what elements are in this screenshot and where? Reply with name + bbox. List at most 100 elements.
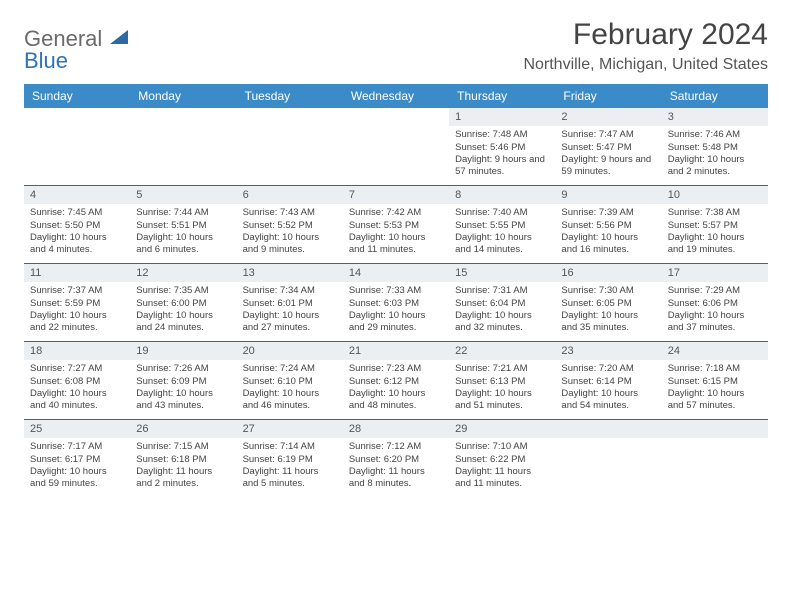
daylight-text: Daylight: 10 hours and 19 minutes. xyxy=(668,232,762,257)
day-number xyxy=(662,420,768,438)
sunset-text: Sunset: 5:47 PM xyxy=(561,142,655,154)
day-cell: 6 Sunrise: 7:43 AMSunset: 5:52 PMDaylight… xyxy=(237,186,343,263)
daylight-text: Daylight: 10 hours and 9 minutes. xyxy=(243,232,337,257)
brand-logo: General Blue xyxy=(24,18,132,72)
daylight-text: Daylight: 10 hours and 54 minutes. xyxy=(561,388,655,413)
day-cell: 8Sunrise: 7:40 AMSunset: 5:55 PMDaylight… xyxy=(449,186,555,263)
sunset-text: Sunset: 5:55 PM xyxy=(455,220,549,232)
day-number: 20 xyxy=(237,342,343,360)
sunrise-text: Sunrise: 7:12 AM xyxy=(349,441,443,453)
daylight-text: Daylight: 10 hours and 32 minutes. xyxy=(455,310,549,335)
daylight-text: Daylight: 10 hours and 6 minutes. xyxy=(136,232,230,257)
daylight-text: Daylight: 10 hours and 11 minutes. xyxy=(349,232,443,257)
sunrise-text: Sunrise: 7:37 AM xyxy=(30,285,124,297)
empty-cell xyxy=(343,108,449,185)
sunrise-text: Sunrise: 7:24 AM xyxy=(243,363,337,375)
day-cell: 3Sunrise: 7:46 AMSunset: 5:48 PMDaylight… xyxy=(662,108,768,185)
weekday-header: Saturday xyxy=(662,84,768,108)
day-cell: 10Sunrise: 7:38 AMSunset: 5:57 PMDayligh… xyxy=(662,186,768,263)
day-number: 27 xyxy=(237,420,343,438)
day-cell: 25Sunrise: 7:17 AMSunset: 6:17 PMDayligh… xyxy=(24,420,130,498)
day-number: 14 xyxy=(343,264,449,282)
sunrise-text: Sunrise: 7:38 AM xyxy=(668,207,762,219)
sunset-text: Sunset: 5:56 PM xyxy=(561,220,655,232)
day-number xyxy=(343,108,449,126)
sunrise-text: Sunrise: 7:26 AM xyxy=(136,363,230,375)
day-number: 4 xyxy=(24,186,130,204)
sunset-text: Sunset: 6:06 PM xyxy=(668,298,762,310)
daylight-text: Daylight: 11 hours and 11 minutes. xyxy=(455,466,549,491)
logo-text: General Blue xyxy=(24,26,132,72)
day-number: 16 xyxy=(555,264,661,282)
sunset-text: Sunset: 6:08 PM xyxy=(30,376,124,388)
empty-cell xyxy=(24,108,130,185)
sunset-text: Sunset: 6:18 PM xyxy=(136,454,230,466)
day-number: 25 xyxy=(24,420,130,438)
day-cell: 13Sunrise: 7:34 AMSunset: 6:01 PMDayligh… xyxy=(237,264,343,341)
daylight-text: Daylight: 10 hours and 16 minutes. xyxy=(561,232,655,257)
day-number: 13 xyxy=(237,264,343,282)
sunset-text: Sunset: 5:48 PM xyxy=(668,142,762,154)
sunrise-text: Sunrise: 7:20 AM xyxy=(561,363,655,375)
empty-cell xyxy=(237,108,343,185)
day-cell: 9 Sunrise: 7:39 AMSunset: 5:56 PMDaylight… xyxy=(555,186,661,263)
sunrise-text: Sunrise: 7:14 AM xyxy=(243,441,337,453)
daylight-text: Daylight: 10 hours and 57 minutes. xyxy=(668,388,762,413)
sunset-text: Sunset: 5:53 PM xyxy=(349,220,443,232)
day-cell: 23Sunrise: 7:20 AMSunset: 6:14 PMDayligh… xyxy=(555,342,661,419)
weekday-header: Tuesday xyxy=(237,84,343,108)
weekday-header: Thursday xyxy=(449,84,555,108)
sunrise-text: Sunrise: 7:42 AM xyxy=(349,207,443,219)
day-number: 19 xyxy=(130,342,236,360)
sunset-text: Sunset: 5:51 PM xyxy=(136,220,230,232)
week-row: 11Sunrise: 7:37 AMSunset: 5:59 PMDayligh… xyxy=(24,264,768,342)
sunset-text: Sunset: 6:17 PM xyxy=(30,454,124,466)
daylight-text: Daylight: 11 hours and 2 minutes. xyxy=(136,466,230,491)
calendar-page: General Blue February 2024 Northville, M… xyxy=(0,0,792,508)
sunrise-text: Sunrise: 7:47 AM xyxy=(561,129,655,141)
daylight-text: Daylight: 10 hours and 29 minutes. xyxy=(349,310,443,335)
day-cell: 15Sunrise: 7:31 AMSunset: 6:04 PMDayligh… xyxy=(449,264,555,341)
day-cell: 16Sunrise: 7:30 AMSunset: 6:05 PMDayligh… xyxy=(555,264,661,341)
sunrise-text: Sunrise: 7:23 AM xyxy=(349,363,443,375)
sunrise-text: Sunrise: 7:30 AM xyxy=(561,285,655,297)
sunrise-text: Sunrise: 7:44 AM xyxy=(136,207,230,219)
sunset-text: Sunset: 6:13 PM xyxy=(455,376,549,388)
weekday-header: Sunday xyxy=(24,84,130,108)
day-number: 12 xyxy=(130,264,236,282)
sunset-text: Sunset: 5:57 PM xyxy=(668,220,762,232)
title-block: February 2024 Northville, Michigan, Unit… xyxy=(523,18,768,74)
sunset-text: Sunset: 5:52 PM xyxy=(243,220,337,232)
day-cell: 24Sunrise: 7:18 AMSunset: 6:15 PMDayligh… xyxy=(662,342,768,419)
day-cell: 4 Sunrise: 7:45 AMSunset: 5:50 PMDaylight… xyxy=(24,186,130,263)
calendar-grid: Sunday Monday Tuesday Wednesday Thursday… xyxy=(24,84,768,498)
day-number: 2 xyxy=(555,108,661,126)
day-cell: 2Sunrise: 7:47 AMSunset: 5:47 PMDaylight… xyxy=(555,108,661,185)
sunrise-text: Sunrise: 7:39 AM xyxy=(561,207,655,219)
day-cell: 17Sunrise: 7:29 AMSunset: 6:06 PMDayligh… xyxy=(662,264,768,341)
sunset-text: Sunset: 5:50 PM xyxy=(30,220,124,232)
sunrise-text: Sunrise: 7:15 AM xyxy=(136,441,230,453)
week-row: 18Sunrise: 7:27 AMSunset: 6:08 PMDayligh… xyxy=(24,342,768,420)
sunrise-text: Sunrise: 7:43 AM xyxy=(243,207,337,219)
sunrise-text: Sunrise: 7:48 AM xyxy=(455,129,549,141)
daylight-text: Daylight: 10 hours and 48 minutes. xyxy=(349,388,443,413)
empty-cell xyxy=(555,420,661,498)
daylight-text: Daylight: 10 hours and 35 minutes. xyxy=(561,310,655,335)
weekday-header-row: Sunday Monday Tuesday Wednesday Thursday… xyxy=(24,84,768,108)
day-cell: 18Sunrise: 7:27 AMSunset: 6:08 PMDayligh… xyxy=(24,342,130,419)
day-cell: 5Sunrise: 7:44 AMSunset: 5:51 PMDaylight… xyxy=(130,186,236,263)
sunrise-text: Sunrise: 7:34 AM xyxy=(243,285,337,297)
day-number: 18 xyxy=(24,342,130,360)
day-cell: 11Sunrise: 7:37 AMSunset: 5:59 PMDayligh… xyxy=(24,264,130,341)
daylight-text: Daylight: 10 hours and 4 minutes. xyxy=(30,232,124,257)
day-number: 9 xyxy=(555,186,661,204)
day-number: 6 xyxy=(237,186,343,204)
sunrise-text: Sunrise: 7:21 AM xyxy=(455,363,549,375)
sunrise-text: Sunrise: 7:31 AM xyxy=(455,285,549,297)
header: General Blue February 2024 Northville, M… xyxy=(24,18,768,74)
month-title: February 2024 xyxy=(523,18,768,52)
day-cell: 26Sunrise: 7:15 AMSunset: 6:18 PMDayligh… xyxy=(130,420,236,498)
sunrise-text: Sunrise: 7:45 AM xyxy=(30,207,124,219)
day-cell: 29Sunrise: 7:10 AMSunset: 6:22 PMDayligh… xyxy=(449,420,555,498)
